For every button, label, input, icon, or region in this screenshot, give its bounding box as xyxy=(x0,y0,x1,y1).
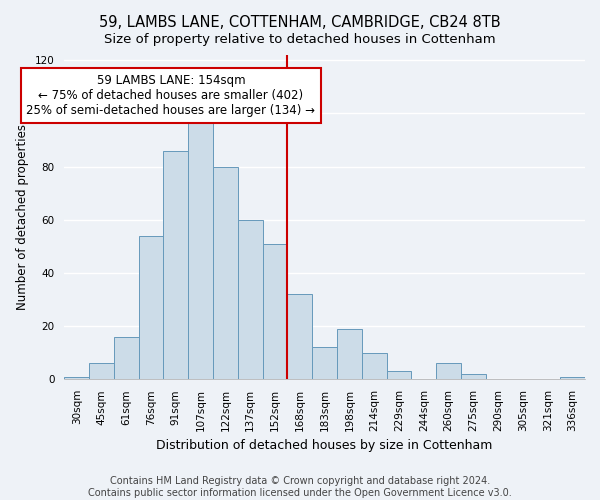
Bar xyxy=(139,236,163,380)
Bar xyxy=(114,337,139,380)
Bar xyxy=(238,220,263,380)
Bar xyxy=(337,329,362,380)
Bar xyxy=(436,364,461,380)
Text: Contains HM Land Registry data © Crown copyright and database right 2024.
Contai: Contains HM Land Registry data © Crown c… xyxy=(88,476,512,498)
Text: 59 LAMBS LANE: 154sqm
← 75% of detached houses are smaller (402)
25% of semi-det: 59 LAMBS LANE: 154sqm ← 75% of detached … xyxy=(26,74,316,116)
Bar xyxy=(188,122,213,380)
Bar xyxy=(312,348,337,380)
X-axis label: Distribution of detached houses by size in Cottenham: Distribution of detached houses by size … xyxy=(157,440,493,452)
Bar xyxy=(89,364,114,380)
Bar xyxy=(386,372,412,380)
Bar xyxy=(213,166,238,380)
Bar xyxy=(64,376,89,380)
Text: 59, LAMBS LANE, COTTENHAM, CAMBRIDGE, CB24 8TB: 59, LAMBS LANE, COTTENHAM, CAMBRIDGE, CB… xyxy=(99,15,501,30)
Bar xyxy=(560,376,585,380)
Bar xyxy=(362,352,386,380)
Bar xyxy=(461,374,486,380)
Bar xyxy=(287,294,312,380)
Bar xyxy=(163,150,188,380)
Text: Size of property relative to detached houses in Cottenham: Size of property relative to detached ho… xyxy=(104,32,496,46)
Y-axis label: Number of detached properties: Number of detached properties xyxy=(16,124,29,310)
Bar xyxy=(263,244,287,380)
